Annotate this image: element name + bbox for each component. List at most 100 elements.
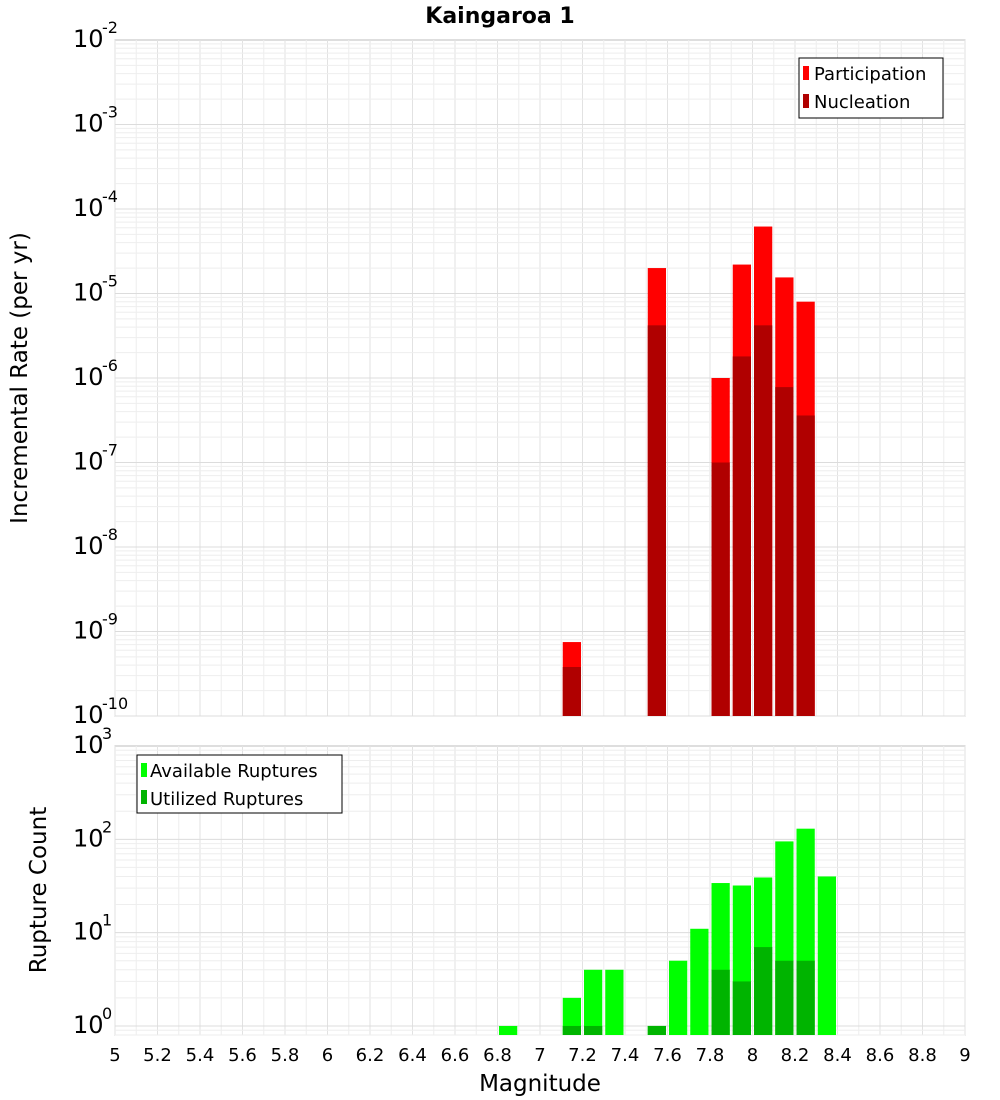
nucleation-legend-label: Nucleation [814, 92, 910, 113]
nucleation-bar [754, 325, 773, 716]
available-ruptures-bar [605, 969, 624, 1035]
top-y-tick-base: 10 [73, 279, 104, 307]
utilized-ruptures-bar [796, 960, 815, 1035]
bottom-bars [499, 828, 836, 1035]
participation-legend-swatch [803, 66, 809, 80]
utilized-ruptures-bar [775, 960, 794, 1035]
top-y-tick: 10-9 [73, 610, 118, 645]
nucleation-legend-swatch [803, 94, 809, 108]
available-ruptures-bar [584, 969, 603, 1035]
nucleation-bar [562, 667, 581, 716]
x-tick-label: 5.8 [271, 1045, 300, 1066]
utilized-legend-swatch [141, 790, 147, 804]
top-y-tick: 10-5 [73, 272, 118, 307]
bottom-y-tick-base: 10 [73, 918, 104, 946]
top-y-tick-exponent: -6 [102, 356, 118, 375]
top-y-tick: 10-8 [73, 525, 118, 560]
available-ruptures-bar [669, 960, 688, 1035]
utilized-ruptures-bar [732, 981, 751, 1035]
top-y-tick: 10-6 [73, 356, 118, 391]
bottom-y-tick: 103 [73, 724, 112, 759]
x-tick-label: 6 [322, 1045, 333, 1066]
available-ruptures-bar [817, 876, 836, 1035]
top-y-tick-base: 10 [73, 617, 104, 645]
nucleation-bar [711, 462, 730, 716]
top-y-tick-exponent: -8 [102, 525, 118, 544]
utilized-legend-label: Utilized Ruptures [150, 789, 303, 810]
x-tick-label: 7.6 [653, 1045, 682, 1066]
top-y-tick-base: 10 [73, 110, 104, 138]
bottom-y-tick-base: 10 [73, 1011, 104, 1039]
x-tick-label: 8.6 [866, 1045, 895, 1066]
x-tick-label: 8.2 [781, 1045, 810, 1066]
bottom-y-tick-exponent: 2 [102, 817, 112, 836]
x-tick-label: 7.4 [611, 1045, 640, 1066]
x-tick-label: 5.2 [143, 1045, 172, 1066]
bottom-y-tick-exponent: 1 [102, 911, 112, 930]
utilized-ruptures-bar [562, 1025, 581, 1035]
bottom-y-tick-exponent: 0 [102, 1004, 112, 1023]
top-y-tick-exponent: -3 [102, 103, 118, 122]
top-y-tick: 10-10 [73, 694, 128, 729]
nucleation-bar [732, 356, 751, 716]
x-tick-label: 8.8 [908, 1045, 937, 1066]
top-y-tick: 10-2 [73, 18, 118, 53]
top-legend-box [798, 57, 944, 119]
top-y-tick-base: 10 [73, 194, 104, 222]
x-tick-label: 6.2 [356, 1045, 385, 1066]
top-y-tick: 10-3 [73, 103, 118, 138]
x-tick-label: 5.6 [228, 1045, 257, 1066]
top-y-tick-exponent: -7 [102, 441, 118, 460]
bottom-legend: Available Ruptures Utilized Ruptures [136, 754, 343, 814]
available-ruptures-bar [690, 928, 709, 1035]
utilized-ruptures-bar [647, 1025, 666, 1035]
x-tick-label: 6.8 [483, 1045, 512, 1066]
top-bars [562, 226, 815, 716]
chart-title: Kaingaroa 1 [425, 4, 574, 29]
x-tick-label: 6.4 [398, 1045, 427, 1066]
top-y-tick-exponent: -9 [102, 610, 118, 629]
utilized-ruptures-bar [711, 969, 730, 1035]
top-y-tick-exponent: -10 [102, 694, 128, 713]
available-legend-swatch [141, 763, 147, 777]
participation-legend-label: Participation [814, 64, 926, 85]
top-y-tick-base: 10 [73, 448, 104, 476]
x-tick-label: 7.8 [696, 1045, 725, 1066]
top-y-tick: 10-7 [73, 441, 118, 476]
bottom-legend-box [136, 754, 343, 814]
top-grid [114, 40, 966, 717]
nucleation-bar [775, 387, 794, 716]
x-ticks: 5 5.2 5.4 5.6 5.8 6 6.2 6.4 6.6 6.8 7 7.2 7.4 7.6 7.8 8… [109, 1045, 970, 1066]
x-tick-label: 8 [747, 1045, 758, 1066]
bottom-y-tick: 102 [73, 817, 112, 852]
x-tick-label: 8.4 [823, 1045, 852, 1066]
top-legend: Participation Nucleation [798, 57, 944, 119]
top-y-tick-exponent: -2 [102, 18, 118, 37]
x-tick-label: 9 [959, 1045, 970, 1066]
utilized-ruptures-bar [754, 947, 773, 1035]
nucleation-bar [796, 415, 815, 716]
top-y-tick: 10-4 [73, 187, 118, 222]
x-tick-label: 6.6 [441, 1045, 470, 1066]
bottom-y-axis-label: Rupture Count [26, 807, 52, 973]
bottom-y-tick-base: 10 [73, 824, 104, 852]
x-axis-label: Magnitude [479, 1071, 601, 1097]
bottom-y-tick: 100 [73, 1004, 112, 1039]
available-legend-label: Available Ruptures [150, 761, 318, 782]
utilized-ruptures-bar [584, 1025, 603, 1035]
top-y-tick-base: 10 [73, 25, 104, 53]
x-tick-label: 5 [109, 1045, 120, 1066]
top-y-tick-exponent: -4 [102, 187, 118, 206]
bottom-y-tick-base: 10 [73, 731, 104, 759]
top-y-tick-base: 10 [73, 363, 104, 391]
available-ruptures-bar [499, 1025, 518, 1035]
bottom-y-tick: 101 [73, 911, 112, 946]
top-y-tick-base: 10 [73, 532, 104, 560]
x-tick-label: 7 [534, 1045, 545, 1066]
x-tick-label: 5.4 [186, 1045, 215, 1066]
nucleation-bar [647, 325, 666, 716]
